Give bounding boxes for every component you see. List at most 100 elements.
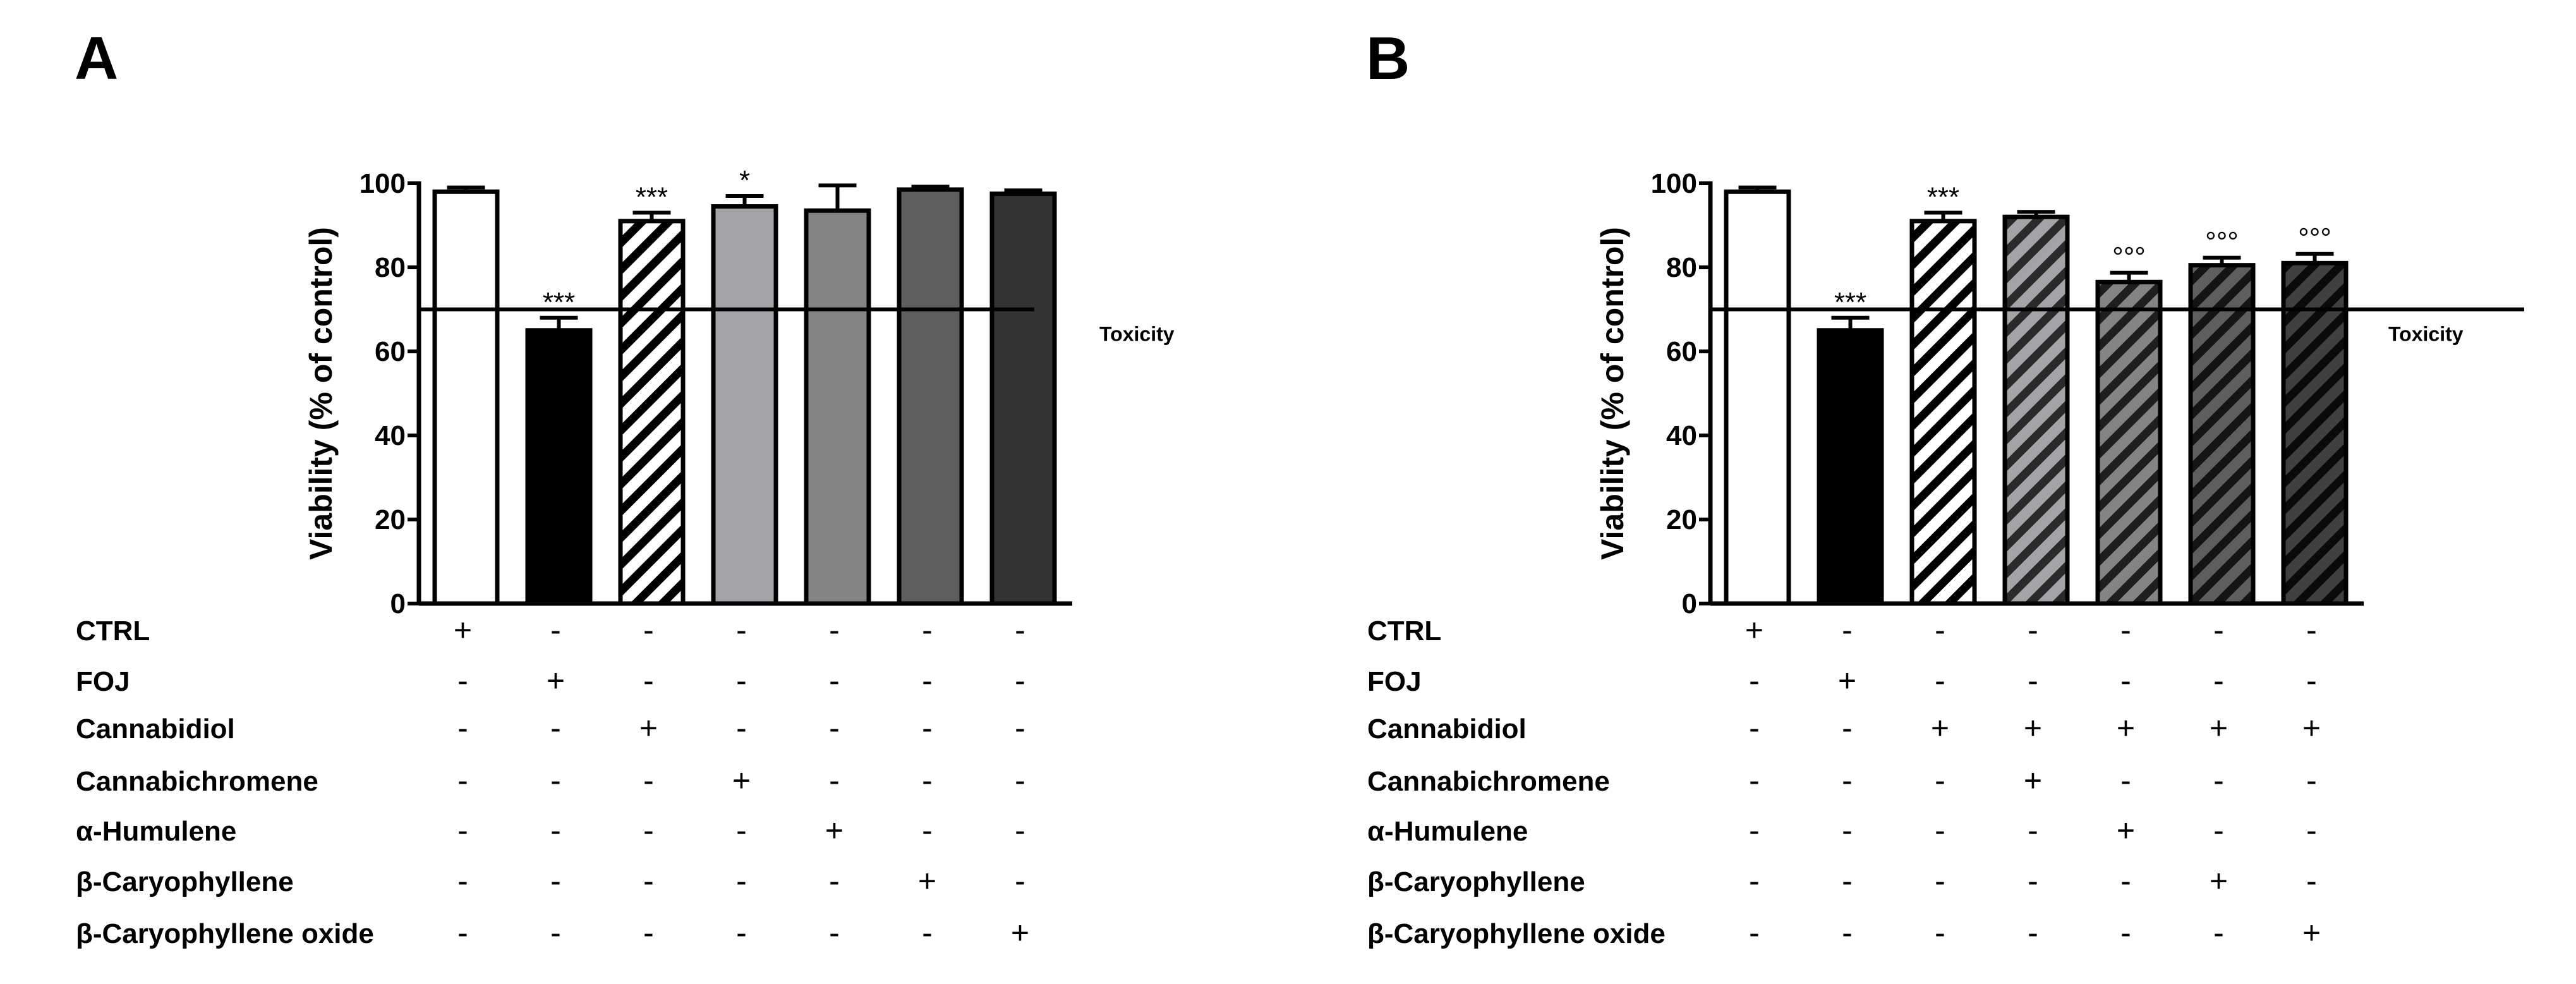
treatment-symbol: - bbox=[550, 710, 561, 746]
treatment-symbol: + bbox=[2302, 710, 2321, 746]
treatment-symbol: - bbox=[1935, 863, 1945, 899]
treatment-symbol: - bbox=[550, 763, 561, 798]
treatment-symbol: - bbox=[643, 863, 654, 899]
treatment-symbol: + bbox=[2024, 763, 2042, 798]
treatment-symbol: - bbox=[2028, 915, 2038, 951]
treatment-symbol: - bbox=[829, 710, 840, 746]
significance-annotation: °°° bbox=[2205, 227, 2239, 258]
bar-3 bbox=[618, 219, 686, 606]
treatment-symbol: + bbox=[1745, 612, 1763, 648]
treatment-symbol: - bbox=[457, 710, 468, 746]
treatment-symbol: - bbox=[1749, 863, 1760, 899]
y-tick-label: 60 bbox=[1666, 336, 1697, 367]
treatment-symbol: - bbox=[1842, 710, 1853, 746]
y-axis-label: Viability (% of control) bbox=[1595, 227, 1630, 560]
treatment-symbol: - bbox=[922, 763, 933, 798]
y-tick-label: 80 bbox=[375, 252, 406, 283]
treatment-symbol: - bbox=[1935, 763, 1945, 798]
treatment-symbol: - bbox=[550, 915, 561, 951]
y-tick-label: 0 bbox=[1682, 588, 1697, 619]
bar-5 bbox=[2095, 279, 2163, 606]
significance-annotation: °°° bbox=[2112, 242, 2146, 273]
treatment-symbol: + bbox=[454, 612, 472, 648]
treatment-symbol: - bbox=[457, 915, 468, 951]
treatment-symbol: - bbox=[829, 763, 840, 798]
panel-label: A bbox=[75, 25, 118, 92]
treatment-symbol: - bbox=[736, 663, 747, 698]
y-tick-label: 20 bbox=[375, 504, 406, 535]
treatment-symbol: + bbox=[2210, 710, 2228, 746]
treatment-symbol: - bbox=[2120, 915, 2131, 951]
treatment-symbol: - bbox=[829, 663, 840, 698]
y-tick-label: 100 bbox=[1651, 168, 1697, 199]
treatment-symbol: + bbox=[2210, 863, 2228, 899]
treatment-symbol: - bbox=[1842, 915, 1853, 951]
treatment-symbol: + bbox=[2024, 710, 2042, 746]
toxicity-label: Toxicity bbox=[1099, 323, 1175, 346]
treatment-symbol: - bbox=[1015, 763, 1025, 798]
treatment-symbol: + bbox=[1011, 915, 1029, 951]
treatment-symbol: - bbox=[2306, 863, 2317, 899]
treatment-symbol: - bbox=[1935, 612, 1945, 648]
y-tick-label: 80 bbox=[1666, 252, 1697, 283]
treatment-symbol: - bbox=[922, 813, 933, 848]
y-tick-label: 20 bbox=[1666, 504, 1697, 535]
panel-label: B bbox=[1366, 25, 1410, 92]
treatment-row-label: CTRL bbox=[76, 616, 150, 647]
treatment-symbol: - bbox=[1749, 763, 1760, 798]
treatment-symbol: - bbox=[736, 612, 747, 648]
treatment-symbol: - bbox=[1842, 763, 1853, 798]
treatment-symbol: + bbox=[2117, 710, 2135, 746]
treatment-symbol: + bbox=[2302, 915, 2321, 951]
treatment-symbol: - bbox=[1749, 813, 1760, 848]
treatment-symbol: - bbox=[550, 813, 561, 848]
y-axis-label: Viability (% of control) bbox=[303, 227, 339, 560]
treatment-symbol: + bbox=[825, 813, 844, 848]
treatment-symbol: - bbox=[1015, 863, 1025, 899]
treatment-symbol: - bbox=[2213, 813, 2224, 848]
treatment-symbol: - bbox=[2120, 663, 2131, 698]
treatment-symbol: - bbox=[2306, 612, 2317, 648]
treatment-row-label: β-Caryophyllene bbox=[1367, 866, 1585, 897]
treatment-symbol: + bbox=[1931, 710, 1949, 746]
y-tick-label: 40 bbox=[1666, 420, 1697, 451]
treatment-row-label: α-Humulene bbox=[1367, 816, 1528, 847]
treatment-row-label: FOJ bbox=[1367, 666, 1422, 697]
bar-6 bbox=[897, 187, 964, 606]
treatment-symbol: - bbox=[1015, 813, 1025, 848]
treatment-symbol: - bbox=[736, 863, 747, 899]
y-tick-label: 100 bbox=[360, 168, 406, 199]
bar-2 bbox=[1817, 328, 1884, 606]
bar-1 bbox=[1724, 189, 1791, 606]
treatment-symbol: - bbox=[1015, 663, 1025, 698]
treatment-symbol: - bbox=[1935, 813, 1945, 848]
treatment-symbol: + bbox=[732, 763, 751, 798]
significance-annotation: *** bbox=[543, 287, 575, 318]
y-tick-label: 60 bbox=[375, 336, 406, 367]
y-tick-label: 40 bbox=[375, 420, 406, 451]
treatment-symbol: - bbox=[457, 763, 468, 798]
treatment-symbol: - bbox=[2306, 663, 2317, 698]
bar-5 bbox=[804, 208, 871, 606]
treatment-symbol: - bbox=[2120, 863, 2131, 899]
treatment-symbol: - bbox=[922, 915, 933, 951]
treatment-symbol: - bbox=[457, 813, 468, 848]
bar-7 bbox=[2281, 260, 2349, 606]
significance-annotation: *** bbox=[1927, 182, 1959, 213]
treatment-row-label: Cannabichromene bbox=[1367, 766, 1610, 797]
bar-3 bbox=[1909, 219, 1977, 606]
treatment-row-label: FOJ bbox=[76, 666, 130, 697]
treatment-symbol: - bbox=[2120, 763, 2131, 798]
treatment-symbol: - bbox=[1935, 663, 1945, 698]
bar-4 bbox=[711, 204, 778, 606]
bar-1 bbox=[432, 189, 500, 606]
treatment-symbol: - bbox=[2028, 813, 2038, 848]
treatment-symbol: - bbox=[2306, 763, 2317, 798]
bar-7 bbox=[989, 191, 1057, 606]
treatment-symbol: + bbox=[1838, 663, 1856, 698]
treatment-row-label: α-Humulene bbox=[76, 816, 236, 847]
bar-4 bbox=[2002, 214, 2070, 606]
treatment-row-label: Cannabichromene bbox=[76, 766, 318, 797]
significance-annotation: *** bbox=[1834, 287, 1866, 318]
